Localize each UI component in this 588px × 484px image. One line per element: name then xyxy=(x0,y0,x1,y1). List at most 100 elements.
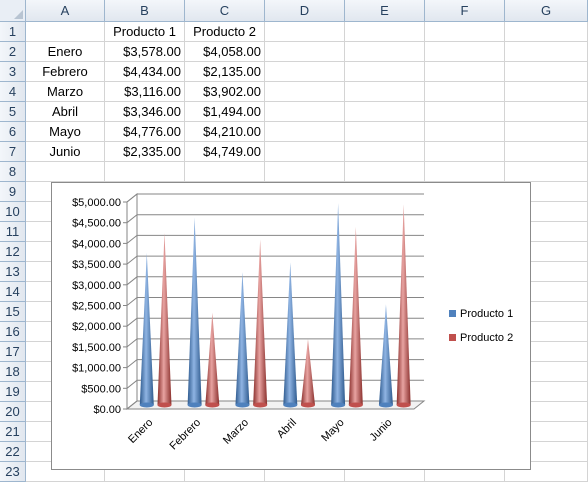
cell-d8[interactable] xyxy=(265,162,345,182)
cell-d4[interactable] xyxy=(265,82,345,102)
cell-g5[interactable] xyxy=(505,102,588,122)
column-header-b[interactable]: B xyxy=(105,0,185,22)
row-header-15[interactable]: 15 xyxy=(0,302,26,322)
row-header-13[interactable]: 13 xyxy=(0,262,26,282)
cell-e7[interactable] xyxy=(345,142,425,162)
cell-d5[interactable] xyxy=(265,102,345,122)
x-tick-label: Abril xyxy=(275,417,299,441)
cell-f3[interactable] xyxy=(425,62,505,82)
row-header-5[interactable]: 5 xyxy=(0,102,26,122)
cell-a6[interactable]: Mayo xyxy=(26,122,105,142)
cell-g1[interactable] xyxy=(505,22,588,42)
column-header-g[interactable]: G xyxy=(505,0,588,22)
cell-c7[interactable]: $4,749.00 xyxy=(185,142,265,162)
row-header-3[interactable]: 3 xyxy=(0,62,26,82)
cell-g3[interactable] xyxy=(505,62,588,82)
cell-d23[interactable] xyxy=(265,462,345,482)
column-header-f[interactable]: F xyxy=(425,0,505,22)
cell-g6[interactable] xyxy=(505,122,588,142)
cell-f5[interactable] xyxy=(425,102,505,122)
cell-c4[interactable]: $3,902.00 xyxy=(185,82,265,102)
cell-a5[interactable]: Abril xyxy=(26,102,105,122)
cell-a1[interactable] xyxy=(26,22,105,42)
cell-f7[interactable] xyxy=(425,142,505,162)
cell-f1[interactable] xyxy=(425,22,505,42)
cell-d2[interactable] xyxy=(265,42,345,62)
row-header-10[interactable]: 10 xyxy=(0,202,26,222)
cell-b2[interactable]: $3,578.00 xyxy=(105,42,185,62)
row-header-11[interactable]: 11 xyxy=(0,222,26,242)
column-header-a[interactable]: A xyxy=(26,0,105,22)
row-header-23[interactable]: 23 xyxy=(0,462,26,482)
gridline xyxy=(126,276,424,286)
row-header-17[interactable]: 17 xyxy=(0,342,26,362)
cell-g8[interactable] xyxy=(505,162,588,182)
cell-c1[interactable]: Producto 2 xyxy=(185,22,265,42)
cell-b23[interactable] xyxy=(105,462,185,482)
cell-e3[interactable] xyxy=(345,62,425,82)
row-header-9[interactable]: 9 xyxy=(0,182,26,202)
cell-g2[interactable] xyxy=(505,42,588,62)
cell-c23[interactable] xyxy=(185,462,265,482)
cell-f4[interactable] xyxy=(425,82,505,102)
cell-c5[interactable]: $1,494.00 xyxy=(185,102,265,122)
row-header-2[interactable]: 2 xyxy=(0,42,26,62)
row-header-18[interactable]: 18 xyxy=(0,362,26,382)
column-header-d[interactable]: D xyxy=(265,0,345,22)
cell-e1[interactable] xyxy=(345,22,425,42)
gridline xyxy=(126,400,424,410)
row-header-20[interactable]: 20 xyxy=(0,402,26,422)
cell-e23[interactable] xyxy=(345,462,425,482)
cell-b4[interactable]: $3,116.00 xyxy=(105,82,185,102)
gridline xyxy=(126,255,424,265)
row-header-22[interactable]: 22 xyxy=(0,442,26,462)
y-tick-label: $1,500.00 xyxy=(72,342,121,354)
cell-c8[interactable] xyxy=(185,162,265,182)
cell-f8[interactable] xyxy=(425,162,505,182)
cell-d3[interactable] xyxy=(265,62,345,82)
row-header-8[interactable]: 8 xyxy=(0,162,26,182)
cell-d6[interactable] xyxy=(265,122,345,142)
cell-g7[interactable] xyxy=(505,142,588,162)
cell-b8[interactable] xyxy=(105,162,185,182)
column-header-c[interactable]: C xyxy=(185,0,265,22)
cell-e2[interactable] xyxy=(345,42,425,62)
row-header-1[interactable]: 1 xyxy=(0,22,26,42)
cell-c3[interactable]: $2,135.00 xyxy=(185,62,265,82)
row-header-16[interactable]: 16 xyxy=(0,322,26,342)
row-header-12[interactable]: 12 xyxy=(0,242,26,262)
row-header-6[interactable]: 6 xyxy=(0,122,26,142)
cell-b1[interactable]: Producto 1 xyxy=(105,22,185,42)
cell-e5[interactable] xyxy=(345,102,425,122)
cell-a23[interactable] xyxy=(26,462,105,482)
cell-c2[interactable]: $4,058.00 xyxy=(185,42,265,62)
cell-f2[interactable] xyxy=(425,42,505,62)
cell-a4[interactable]: Marzo xyxy=(26,82,105,102)
cell-f23[interactable] xyxy=(425,462,505,482)
column-header-e[interactable]: E xyxy=(345,0,425,22)
row-header-14[interactable]: 14 xyxy=(0,282,26,302)
cell-c6[interactable]: $4,210.00 xyxy=(185,122,265,142)
cell-a7[interactable]: Junio xyxy=(26,142,105,162)
cell-a2[interactable]: Enero xyxy=(26,42,105,62)
cell-e8[interactable] xyxy=(345,162,425,182)
row-header-4[interactable]: 4 xyxy=(0,82,26,102)
chart-area[interactable]: $0.00 $500.00 $1,000.00 $1,500.00 $2,000.00 $… xyxy=(51,182,531,470)
row-header-19[interactable]: 19 xyxy=(0,382,26,402)
cell-b5[interactable]: $3,346.00 xyxy=(105,102,185,122)
cell-a8[interactable] xyxy=(26,162,105,182)
row-header-21[interactable]: 21 xyxy=(0,422,26,442)
cell-d7[interactable] xyxy=(265,142,345,162)
cell-b3[interactable]: $4,434.00 xyxy=(105,62,185,82)
cell-b6[interactable]: $4,776.00 xyxy=(105,122,185,142)
select-all-button[interactable] xyxy=(0,0,26,22)
cell-e4[interactable] xyxy=(345,82,425,102)
cell-a3[interactable]: Febrero xyxy=(26,62,105,82)
cell-b7[interactable]: $2,335.00 xyxy=(105,142,185,162)
cell-e6[interactable] xyxy=(345,122,425,142)
row-header-7[interactable]: 7 xyxy=(0,142,26,162)
cell-f6[interactable] xyxy=(425,122,505,142)
cell-g4[interactable] xyxy=(505,82,588,102)
cell-d1[interactable] xyxy=(265,22,345,42)
